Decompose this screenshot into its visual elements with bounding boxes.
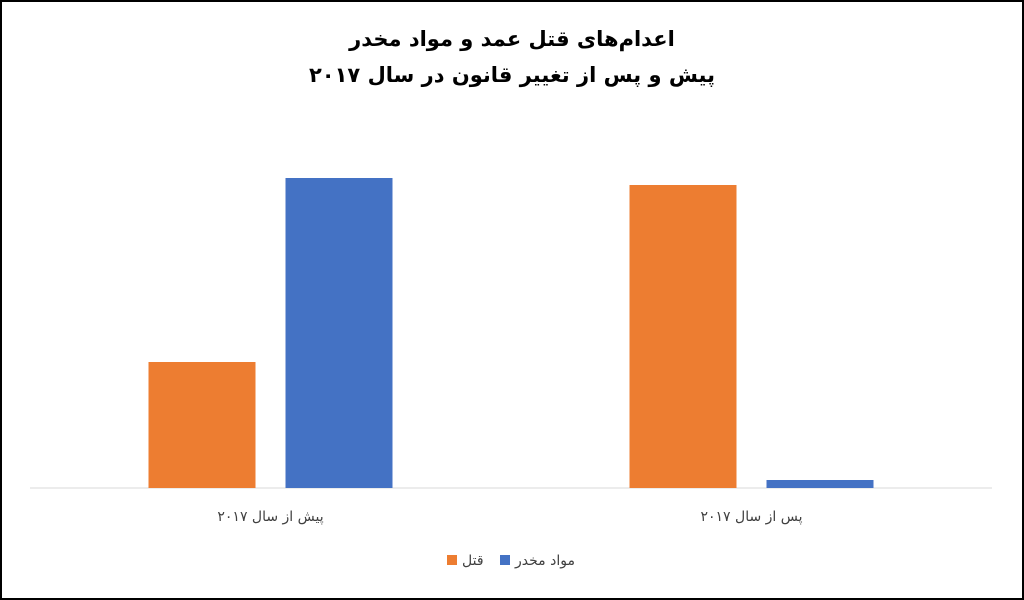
chart-title: اعدام‌های قتل عمد و مواد مخدر [348,27,675,51]
chart-subtitle: پیش و پس از تغییر قانون در سال ۲۰۱۷ [309,63,715,87]
legend-swatch [447,555,457,565]
legend-label: قتل [462,553,484,569]
legend-swatch [500,555,510,565]
x-tick-label: پس از سال ۲۰۱۷ [701,509,803,525]
bar [629,185,737,488]
legend-label: مواد مخدر [514,553,575,569]
x-tick-label: پیش از سال ۲۰۱۷ [217,509,323,525]
bar [148,362,256,488]
bar [285,178,393,488]
bar [766,480,874,488]
